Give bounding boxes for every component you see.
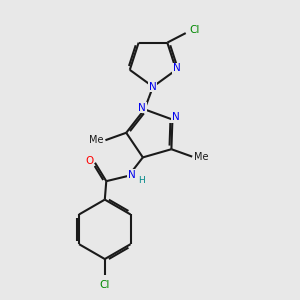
- Text: Cl: Cl: [190, 25, 200, 34]
- Text: N: N: [172, 112, 179, 122]
- Text: N: N: [128, 170, 135, 180]
- Text: Me: Me: [89, 135, 103, 145]
- Text: N: N: [173, 63, 181, 74]
- Text: N: N: [148, 82, 156, 92]
- Text: Me: Me: [194, 152, 209, 162]
- Text: O: O: [85, 156, 94, 166]
- Text: N: N: [138, 103, 146, 113]
- Text: H: H: [138, 176, 145, 185]
- Text: Cl: Cl: [100, 280, 110, 290]
